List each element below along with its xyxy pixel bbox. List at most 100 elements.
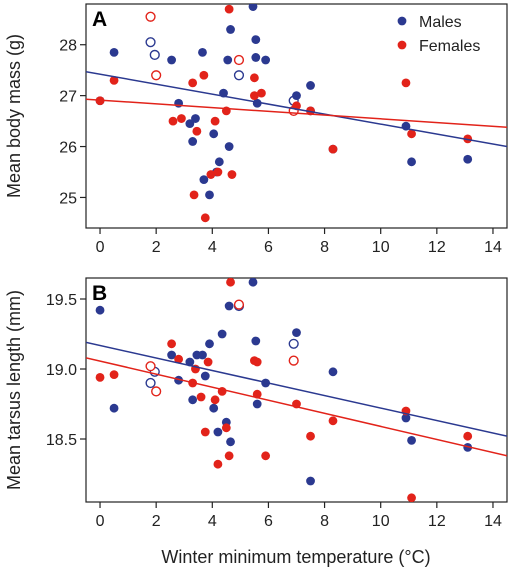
females-point: [210, 116, 220, 126]
x-tick-label: 10: [372, 513, 390, 530]
females-point: [328, 144, 338, 154]
females-point: [167, 339, 177, 349]
females-point: [306, 431, 315, 441]
females-point: [224, 4, 234, 14]
x-tick-label: 8: [320, 239, 329, 256]
females-point: [196, 392, 206, 402]
x-tick-label: 8: [320, 513, 329, 530]
females-point: [221, 423, 231, 433]
females-point-open: [151, 70, 162, 81]
legend-marker-females: [397, 40, 407, 50]
panel-b: B 0 2 4 6 8 10 12 14 18.5 19.0 19.5 Mean tarsus leng…: [4, 277, 508, 530]
panel-a: A 0 2 4 6 8 10 12 14 25 26 27 28 Mean body mass (g) Ma…: [4, 3, 508, 256]
males-point: [209, 129, 219, 139]
plot-area: [86, 4, 507, 223]
females-point: [189, 190, 199, 200]
females-point: [250, 91, 259, 101]
males-point: [292, 328, 301, 337]
females-point: [252, 357, 262, 367]
females-point: [213, 459, 223, 469]
males-point: [198, 47, 207, 57]
females-point: [226, 278, 235, 287]
males-point: [185, 119, 195, 129]
males-point: [223, 55, 233, 65]
x-tick-label: 0: [96, 513, 105, 530]
plot-frame: [85, 277, 508, 503]
males-point: [109, 47, 119, 57]
females-point: [109, 75, 119, 85]
females-point: [224, 451, 234, 461]
males-point: [217, 329, 227, 339]
females-point: [250, 73, 259, 83]
legend-marker-males: [397, 16, 407, 26]
males-point: [328, 367, 338, 377]
y-axis-title: Mean tarsus length (mm): [4, 290, 24, 490]
females-point: [328, 416, 338, 426]
panel-label: B: [92, 282, 107, 305]
females-point: [206, 170, 216, 179]
females-point: [227, 170, 237, 179]
x-axis-title: Winter minimum temperature (°C): [161, 547, 430, 567]
males-point: [226, 25, 235, 34]
males-point-open: [149, 49, 160, 61]
females-point: [463, 431, 473, 441]
males-point: [463, 154, 473, 164]
males-point: [174, 375, 184, 385]
y-tick-label: 19.5: [46, 292, 77, 309]
males-point: [174, 98, 184, 108]
plot-area: [86, 278, 507, 502]
females-point: [407, 493, 416, 502]
males-point: [224, 142, 234, 151]
females-point: [95, 373, 105, 382]
females-point-open: [145, 361, 156, 372]
males-point: [407, 157, 416, 167]
legend: Males Females: [397, 14, 480, 55]
y-tick-label: 19.0: [46, 362, 77, 379]
females-point: [401, 78, 411, 88]
males-point-open: [233, 70, 245, 81]
plot-frame: [85, 3, 508, 229]
females-point-open: [233, 299, 245, 310]
females-fit-line: [86, 98, 507, 128]
males-point: [226, 437, 235, 447]
x-tick-label: 2: [152, 513, 161, 530]
y-tick-label: 18.5: [46, 432, 77, 449]
males-point: [252, 399, 262, 409]
males-point: [205, 339, 214, 349]
males-point-open: [145, 37, 156, 48]
x-tick-label: 2: [152, 239, 161, 256]
males-point: [292, 91, 301, 101]
x-tick-label: 14: [484, 513, 502, 530]
females-point-open: [145, 11, 156, 22]
males-fit-line: [86, 341, 507, 437]
males-point: [261, 55, 271, 65]
x-tick-label: 4: [208, 513, 217, 530]
males-point: [188, 137, 198, 146]
males-point: [251, 53, 261, 62]
females-point: [200, 213, 210, 223]
males-point: [209, 403, 219, 413]
males-point: [306, 476, 315, 486]
males-point: [167, 55, 177, 65]
males-point: [251, 35, 261, 45]
females-point: [168, 116, 178, 126]
females-point: [174, 354, 184, 364]
females-point: [188, 78, 198, 88]
females-fit-line: [86, 357, 507, 457]
legend-label-females: Females: [419, 38, 480, 55]
x-tick-label: 12: [428, 239, 446, 256]
males-point: [251, 336, 261, 346]
males-point: [167, 350, 177, 360]
females-point-open: [151, 386, 162, 397]
x-tick-label: 4: [208, 239, 217, 256]
panel-label: A: [92, 8, 107, 31]
males-point: [109, 403, 119, 413]
x-tick-label: 0: [96, 239, 105, 256]
males-point-open: [288, 338, 299, 349]
males-point: [224, 301, 234, 311]
y-tick-label: 28: [59, 38, 77, 55]
females-point: [213, 167, 223, 177]
x-tick-label: 6: [264, 513, 273, 530]
x-tick-label: 14: [484, 239, 502, 256]
